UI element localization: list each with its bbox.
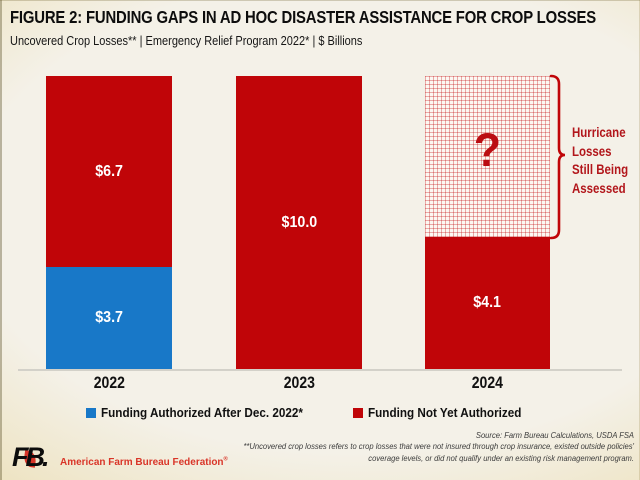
x-axis-label-2024: 2024 [471,374,504,392]
value-label-2022-red: $6.7 [95,162,123,180]
legend-label-authorized: Funding Authorized After Dec. 2022* [101,405,303,420]
footnote-line: coverage levels, or did not qualify unde… [368,453,634,463]
x-axis-label-2022: 2022 [93,374,125,392]
registered-mark: ® [223,456,228,463]
bar-2022: $6.7 $3.7 [46,76,172,369]
question-mark-icon: ? [473,123,502,176]
afbf-logo-mark: FB. [12,443,56,471]
bar-2023: $10.0 [236,76,362,369]
source-notes: Source: Farm Bureau Calculations, USDA F… [102,430,634,464]
afbf-logo: FB. American Farm Bureau Federation® [12,443,237,471]
hurricane-annotation: Hurricane Losses Still Being Assessed [572,124,640,198]
bar-2023-not-authorized-segment: $10.0 [236,76,362,369]
legend-swatch-blue [86,407,96,418]
figure-title: FIGURE 2: FUNDING GAPS IN AD HOC DISASTE… [10,7,596,27]
value-label-2024-red: $4.1 [473,294,502,311]
afbf-logo-text: American Farm Bureau Federation® [60,456,228,468]
bar-2024-pending-segment: ? [425,76,550,237]
legend-label-not-authorized: Funding Not Yet Authorized [368,405,522,420]
value-label-2023-red: $10.0 [281,213,317,231]
bar-2022-not-authorized-segment: $6.7 [46,76,172,267]
annotation-line: Losses [572,143,612,159]
source-line: Source: Farm Bureau Calculations, USDA F… [475,431,634,440]
bar-2022-authorized-segment: $3.7 [46,267,172,369]
legend-item-authorized: Funding Authorized After Dec. 2022* [86,405,325,420]
bar-2024: ? $4.1 [425,76,550,369]
annotation-line: Still Being [572,162,629,178]
annotation-line: Assessed [572,180,626,196]
x-axis-line [18,369,622,371]
legend: Funding Authorized After Dec. 2022* Fund… [86,405,539,420]
brace-bracket-icon [549,74,566,240]
figure-subtitle: Uncovered Crop Losses** | Emergency Reli… [10,34,363,48]
value-label-2022-blue: $3.7 [95,309,123,326]
bar-2024-not-authorized-segment: $4.1 [425,237,550,369]
footnote-line: **Uncovered crop losses refers to crop l… [243,442,635,452]
x-axis-label-2023: 2023 [283,374,315,392]
annotation-line: Hurricane [572,125,626,140]
legend-swatch-red [353,407,364,418]
fb-letters: FB. [12,442,49,472]
legend-item-not-authorized: Funding Not Yet Authorized [353,405,538,420]
